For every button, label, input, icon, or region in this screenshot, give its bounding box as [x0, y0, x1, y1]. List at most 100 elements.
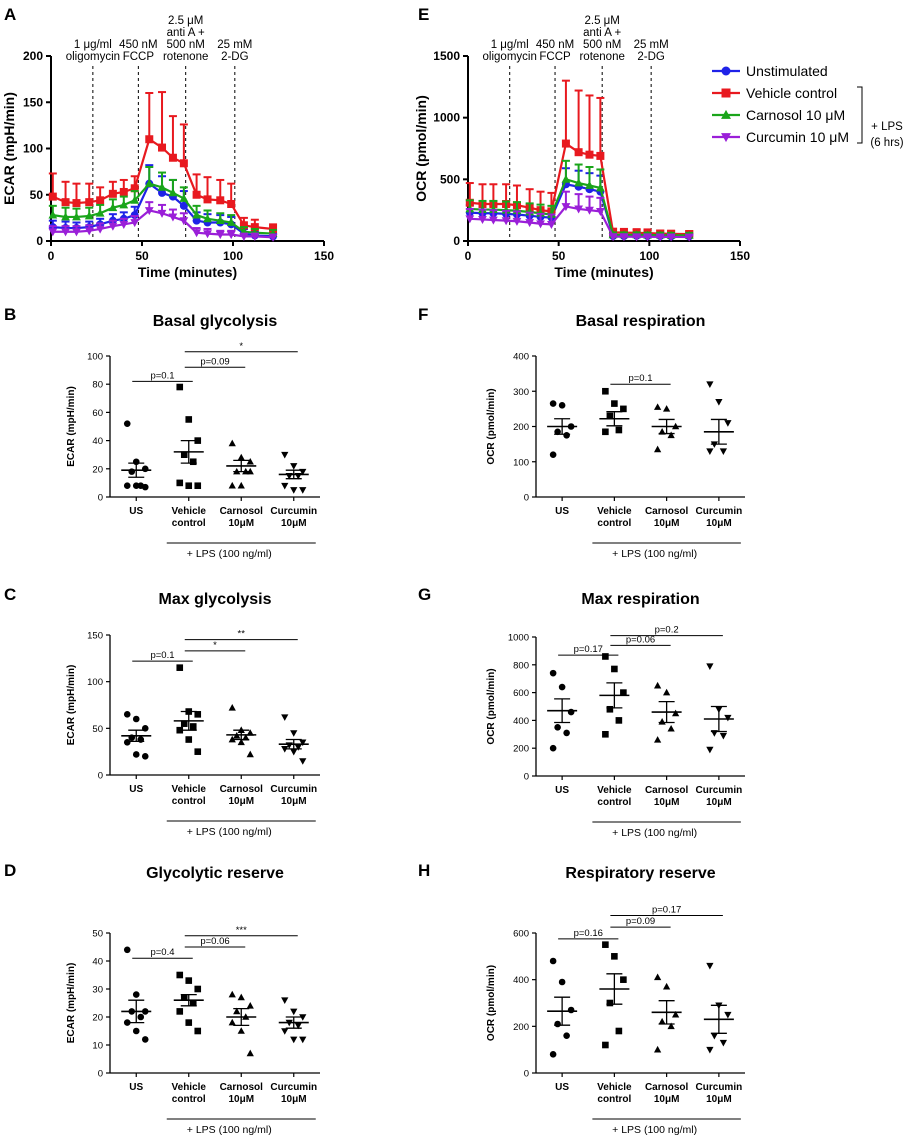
data-point — [558, 683, 566, 691]
data-point — [123, 1019, 131, 1026]
data-point — [602, 941, 609, 948]
data-point — [145, 135, 154, 144]
data-point — [585, 206, 594, 215]
data-point — [549, 451, 557, 459]
y-tick-label: 400 — [513, 352, 529, 363]
y-tick-label: 200 — [23, 49, 43, 63]
time-panel-e: E 0 500 1000 1500 0 50 100 150 Time (minutes) OCR … — [413, 5, 750, 280]
group-0 — [547, 669, 578, 752]
y-tick-label: 50 — [30, 188, 44, 202]
y-axis-title: OCR (pmol/min) — [413, 95, 429, 202]
category-label: Vehicle — [172, 784, 207, 795]
legend-label: Unstimulated — [746, 63, 828, 79]
category-label: Vehicle — [597, 785, 632, 796]
category-label: US — [129, 784, 143, 795]
y-tick-label: 0 — [36, 234, 43, 248]
data-point — [294, 744, 302, 751]
data-point — [465, 215, 475, 224]
data-point — [176, 971, 184, 979]
data-point — [706, 746, 714, 754]
group-2 — [651, 403, 682, 453]
y-tick-label: 20 — [92, 464, 103, 475]
legend-bracket-label: + LPS — [871, 121, 903, 133]
category-label: US — [555, 1082, 569, 1093]
time-panel-a: A 0 50 100 150 200 0 50 100 150 Time (minutes) ECAR… — [1, 5, 334, 280]
data-point — [602, 428, 609, 436]
series-curcumin — [465, 190, 694, 242]
data-point — [294, 1022, 302, 1030]
category-label: 10μM — [706, 518, 732, 529]
data-point — [653, 445, 662, 453]
y-tick-label: 0 — [524, 493, 529, 504]
data-point — [536, 220, 545, 229]
data-point — [290, 487, 298, 494]
legend-bracket — [857, 86, 863, 144]
data-point — [563, 1032, 570, 1039]
data-point — [724, 714, 732, 722]
data-point — [158, 143, 167, 152]
data-point — [653, 973, 662, 981]
data-point — [268, 233, 278, 242]
data-point — [250, 232, 260, 241]
data-point — [85, 198, 94, 207]
y-tick-label: 0 — [98, 493, 103, 504]
data-point — [194, 482, 202, 490]
y-tick-label: 600 — [513, 688, 529, 699]
data-point — [246, 467, 254, 475]
data-point — [281, 1028, 289, 1035]
dot-panel-g: G Max respiration 0 200 400 600 800 1000 OCR (pm… — [418, 585, 745, 839]
group-2 — [651, 973, 682, 1053]
data-point — [226, 217, 236, 226]
data-point — [132, 482, 140, 490]
data-point — [595, 208, 605, 216]
series-carnosol — [48, 166, 278, 237]
x-tick-label: 100 — [639, 249, 659, 263]
data-point — [662, 688, 671, 696]
data-point — [706, 448, 714, 455]
data-point — [61, 198, 70, 207]
data-point — [567, 1006, 575, 1014]
data-point — [558, 978, 566, 986]
y-tick-label: 100 — [513, 457, 529, 468]
group-3 — [278, 451, 309, 494]
panel-letter: G — [418, 585, 431, 604]
category-label: 10μM — [706, 1094, 732, 1105]
data-point — [130, 195, 140, 204]
data-point — [128, 468, 136, 475]
data-point — [239, 221, 248, 230]
comparison-label: p=0.1 — [628, 373, 652, 384]
data-point — [299, 1014, 307, 1021]
data-point — [189, 458, 197, 466]
data-point — [655, 233, 665, 242]
category-label: control — [597, 518, 631, 529]
data-point — [662, 405, 671, 412]
data-point — [706, 1046, 714, 1054]
data-point — [192, 229, 201, 238]
data-point — [96, 196, 105, 205]
y-axis-title: OCR (pmol/min) — [486, 388, 497, 464]
y-axis-title: ECAR (mpH/min) — [66, 386, 77, 467]
series-vehicle — [48, 91, 278, 233]
x-tick-label: 50 — [552, 249, 566, 263]
data-point — [237, 1027, 245, 1034]
y-tick-label: 0 — [98, 1069, 103, 1080]
y-tick-label: 80 — [92, 380, 103, 391]
data-point — [671, 1010, 680, 1018]
data-point — [180, 720, 188, 727]
injection-label: 1 μg/ml — [491, 39, 529, 51]
data-point — [563, 729, 570, 737]
data-point — [108, 222, 118, 231]
panel-letter: C — [4, 585, 16, 604]
legend-marker — [721, 88, 731, 98]
data-point — [667, 724, 675, 732]
y-tick-label: 50 — [92, 724, 103, 735]
y-tick-label: 0 — [524, 1069, 529, 1080]
injection-label: 25 mM — [217, 39, 252, 51]
data-point — [719, 732, 728, 740]
data-point — [189, 723, 197, 730]
data-point — [602, 1041, 609, 1049]
group-0 — [121, 711, 152, 760]
data-point — [233, 1007, 241, 1015]
data-point — [228, 735, 236, 743]
data-point — [710, 1032, 719, 1040]
